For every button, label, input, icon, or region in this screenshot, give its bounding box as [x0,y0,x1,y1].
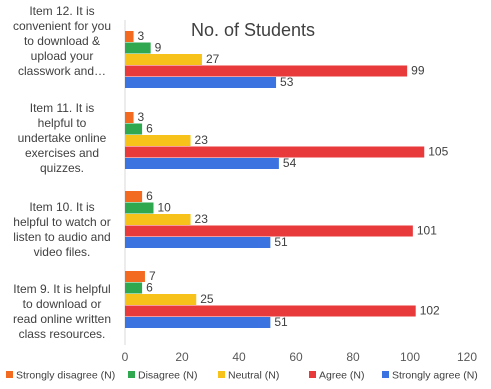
x-tick-label: 40 [232,350,246,364]
data-label-item12-series2: 27 [206,52,220,66]
legend-swatch-3 [309,371,316,378]
legend-label-4: Strongly agree (N) [392,370,478,382]
bar-item11-series4 [125,158,279,169]
bar-item9-series1 [125,282,143,294]
bar-item10-series2 [125,214,191,225]
data-label-item11-series4: 54 [283,156,297,170]
legend-label-2: Neutral (N) [228,370,279,382]
data-label-item10-series2: 23 [195,212,209,226]
legend-swatch-2 [218,371,225,378]
data-label-item9-series2: 25 [200,292,214,306]
data-label-item9-series3: 102 [420,304,440,318]
x-tick-label: 20 [175,350,189,364]
bar-item11-series3 [125,146,425,158]
data-label-item11-series1: 6 [146,122,153,136]
legend-swatch-4 [382,371,389,378]
data-label-item10-series0: 6 [146,189,153,203]
x-tick-label: 60 [289,350,303,364]
category-label-item-10: Item 10. It is helpful to watch or liste… [13,200,111,259]
x-axis-ticks: 0 20 40 60 80 100 120 [122,350,478,364]
bar-item11-series0 [125,112,134,123]
bar-item10-series0 [125,191,143,202]
data-label-item12-series1: 9 [155,41,162,55]
bar-item12-series0 [125,31,134,42]
data-label-item9-series0: 7 [149,269,156,283]
x-tick-label: 120 [457,350,477,364]
data-label-item12-series4: 53 [280,75,294,89]
category-label-item-11: Item 11. It is helpful to undertake onli… [17,101,107,175]
data-label-item10-series1: 10 [158,201,172,215]
x-tick-label: 80 [346,350,360,364]
data-label-item9-series1: 6 [146,281,153,295]
x-tick-label: 100 [400,350,420,364]
bar-item9-series2 [125,294,197,305]
bar-item9-series3 [125,305,416,317]
legend: Strongly disagree (N) Disagree (N) Neutral… [6,370,478,382]
data-label-item11-series0: 3 [138,110,145,124]
data-label-item12-series0: 3 [138,29,145,43]
bar-item11-series2 [125,135,191,146]
data-label-item10-series3: 101 [417,224,437,238]
legend-label-1: Disagree (N) [138,370,198,382]
bar-item12-series3 [125,65,408,77]
bar-item9-series0 [125,271,145,282]
bar-item12-series4 [125,77,277,88]
data-label-item10-series4: 51 [274,235,288,249]
data-label-item12-series3: 99 [411,64,425,78]
data-label-item11-series2: 23 [195,133,209,147]
legend-label-3: Agree (N) [319,370,365,382]
category-label-item-9: Item 9. It is helpful to download or rea… [12,282,112,341]
bar-item10-series3 [125,225,413,237]
chart-title: No. of Students [191,20,315,40]
category-label-item-12: Item 12. It is convenient for you to dow… [12,4,112,78]
legend-label-0: Strongly disagree (N) [16,370,115,382]
bar-item9-series4 [125,317,271,328]
legend-swatch-1 [128,371,135,378]
bar-item10-series4 [125,237,271,248]
data-label-item11-series3: 105 [428,145,448,159]
bar-item10-series1 [125,202,154,214]
data-label-item9-series4: 51 [274,315,288,329]
bar-item12-series2 [125,54,202,65]
x-tick-label: 0 [122,350,129,364]
bar-item11-series1 [125,123,143,135]
bar-item12-series1 [125,42,151,54]
legend-swatch-0 [6,371,13,378]
